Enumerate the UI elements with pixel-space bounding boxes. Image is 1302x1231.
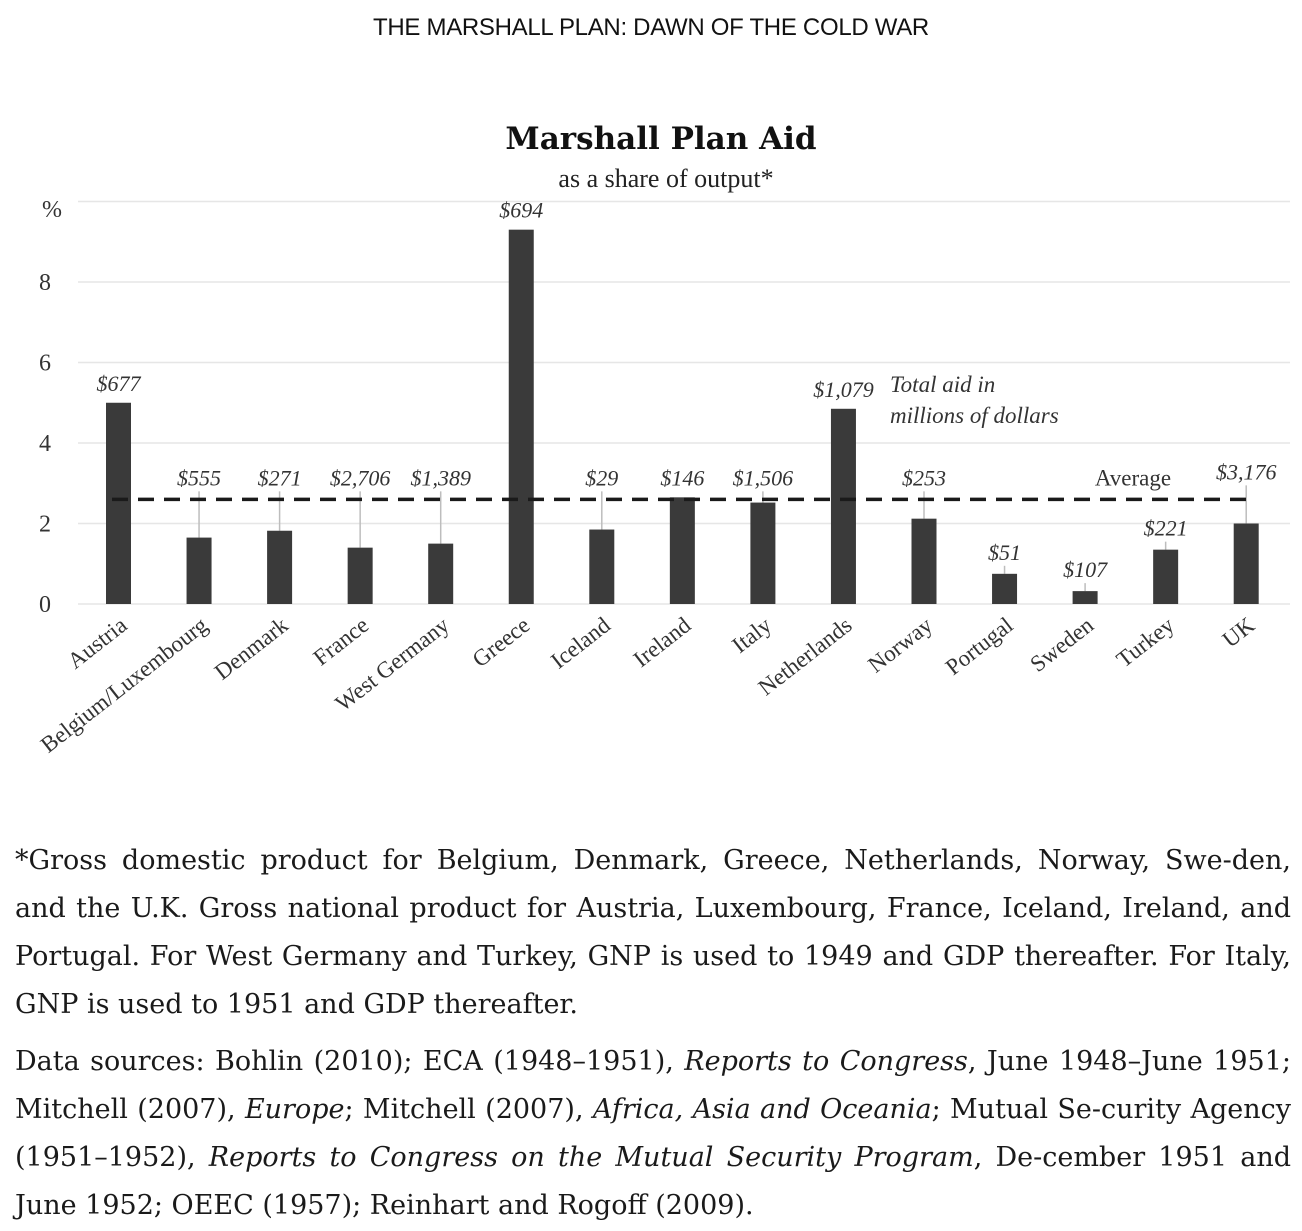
aid-label: $555 — [177, 465, 221, 490]
x-tick-label: France — [309, 612, 374, 670]
marshall-plan-aid-chart: Marshall Plan Aid as a share of output* … — [36, 121, 1290, 758]
sources-segment: Europe — [244, 1094, 345, 1125]
sources-segment: , June 1948–June 1951; Mitchell (2007), — [15, 1046, 1291, 1125]
page-header: THE MARSHALL PLAN: DAWN OF THE COLD WAR — [373, 14, 929, 41]
sources-segment: ; Mutual Se-curity Agency (1951–1952), — [15, 1094, 1291, 1173]
bar — [508, 229, 534, 605]
average-line-group: Average — [112, 465, 1250, 502]
sources-segment: Reports to Congress — [684, 1046, 968, 1077]
aid-label: $29 — [585, 465, 618, 490]
x-tick-label: Norway — [863, 612, 937, 678]
bar — [106, 402, 131, 604]
aid-label: $253 — [902, 465, 946, 490]
y-tick-labels: 0 2 4 6 8 — [39, 270, 51, 618]
aid-label: $1,506 — [733, 465, 794, 490]
bars — [106, 229, 1259, 605]
bar — [186, 537, 212, 604]
aid-label: $2,706 — [330, 465, 391, 490]
footnote: *Gross domestic product for Belgium, Den… — [15, 845, 1291, 1020]
bar — [1153, 549, 1179, 604]
y-tick-label: 4 — [39, 431, 51, 457]
aid-label-connectors — [198, 485, 1247, 592]
x-tick-label: Austria — [63, 612, 132, 673]
x-tick-label: Turkey — [1112, 612, 1179, 672]
y-tick-label: 2 — [39, 512, 51, 538]
aid-label: $51 — [988, 540, 1021, 565]
y-axis-label: % — [42, 197, 62, 223]
aid-label: $677 — [97, 371, 142, 396]
y-tick-label: 6 — [39, 351, 51, 377]
bar — [669, 497, 695, 604]
aid-label: $1,079 — [813, 377, 874, 402]
chart-subtitle: as a share of output* — [558, 164, 773, 193]
aid-label: $694 — [499, 198, 543, 223]
aid-label: $1,389 — [410, 465, 471, 490]
aid-label: $3,176 — [1216, 459, 1277, 484]
bar — [1072, 591, 1098, 604]
bar — [267, 530, 293, 604]
x-tick-label: Iceland — [546, 612, 615, 674]
aid-label: $107 — [1063, 557, 1108, 582]
x-tick-label: Ireland — [629, 612, 696, 672]
y-tick-label: 0 — [39, 592, 51, 618]
x-tick-label: Sweden — [1025, 612, 1098, 677]
bar — [347, 547, 373, 604]
bar — [428, 543, 454, 604]
aid-label: $146 — [660, 465, 704, 490]
x-tick-label: Portugal — [941, 612, 1018, 680]
bar — [589, 529, 615, 604]
chart-title: Marshall Plan Aid — [505, 121, 816, 157]
aid-labels: $677 $555 $271 $2,706 $1,389 $694 $29 $146 $1,50… — [97, 198, 1277, 582]
sources-segment: , De-cember 1951 and June 1952; OEEC (19… — [15, 1142, 1291, 1221]
bar — [1233, 523, 1259, 604]
data-sources: Data sources: Bohlin (2010); ECA (1948–1… — [15, 1038, 1291, 1230]
average-label: Average — [1095, 465, 1171, 490]
sources-segment: Africa, Asia and Oceania — [592, 1094, 932, 1125]
bar — [750, 502, 776, 604]
x-tick-label: Greece — [468, 612, 535, 672]
y-tick-label: 8 — [39, 270, 51, 296]
bar — [911, 518, 937, 604]
x-tick-label: UK — [1218, 612, 1260, 652]
sources-segment: ; Mitchell (2007), — [344, 1094, 593, 1125]
aid-annotation: Total aid in millions of dollars — [890, 372, 1059, 428]
bar — [830, 408, 856, 604]
aid-label: $221 — [1144, 516, 1188, 541]
bar — [992, 573, 1018, 604]
sources-segment: Data sources: Bohlin (2010); ECA (1948–1… — [15, 1046, 685, 1077]
x-tick-label: Italy — [727, 612, 776, 658]
x-tick-label: Denmark — [210, 612, 293, 685]
sources-segment: Reports to Congress on the Mutual Securi… — [208, 1142, 974, 1173]
aid-label: $271 — [258, 465, 302, 490]
